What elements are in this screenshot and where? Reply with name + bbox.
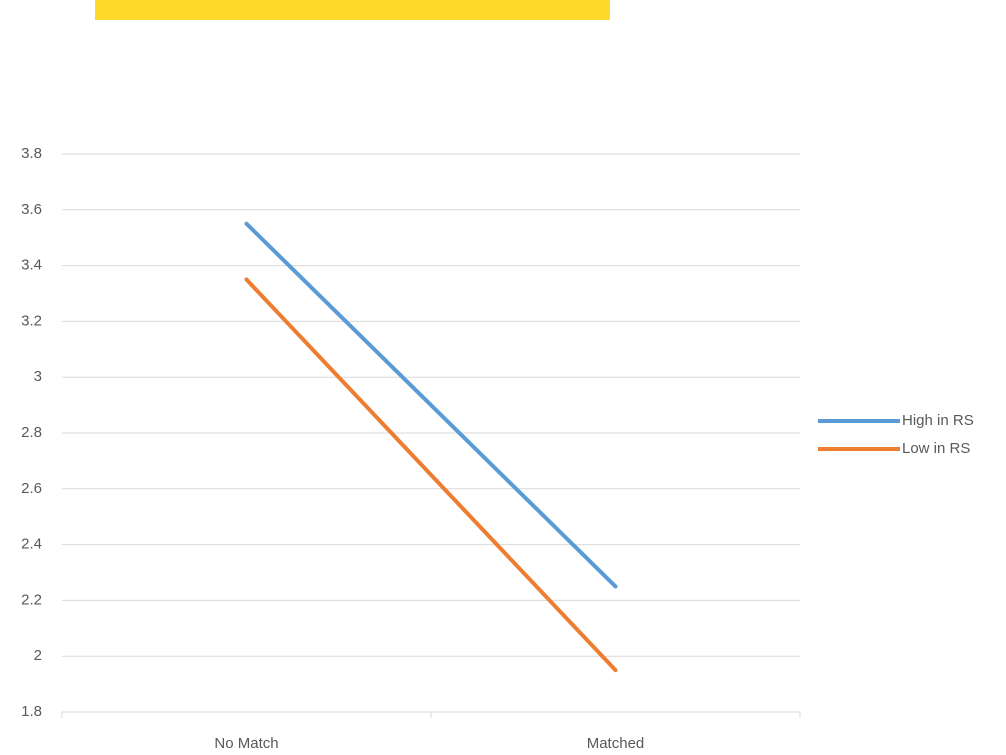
y-tick-label: 3.4 — [21, 257, 42, 274]
y-tick-label: 3 — [34, 368, 42, 385]
y-tick-label: 2.4 — [21, 536, 42, 553]
y-tick-label: 1.8 — [21, 703, 42, 720]
y-tick-label: 3.6 — [21, 201, 42, 218]
y-tick-label: 2.2 — [21, 591, 42, 608]
x-tick-label: No Match — [214, 735, 278, 752]
y-tick-label: 2.8 — [21, 424, 42, 441]
y-tick-label: 3.2 — [21, 312, 42, 329]
legend-label: Low in RS — [902, 440, 970, 457]
legend-label: High in RS — [902, 412, 974, 429]
series-line — [244, 221, 618, 589]
y-tick-label: 2.6 — [21, 480, 42, 497]
y-tick-label: 3.8 — [21, 145, 42, 162]
series-line — [244, 277, 618, 673]
y-tick-label: 2 — [34, 647, 42, 664]
x-tick-label: Matched — [587, 735, 645, 752]
banner — [95, 0, 610, 20]
